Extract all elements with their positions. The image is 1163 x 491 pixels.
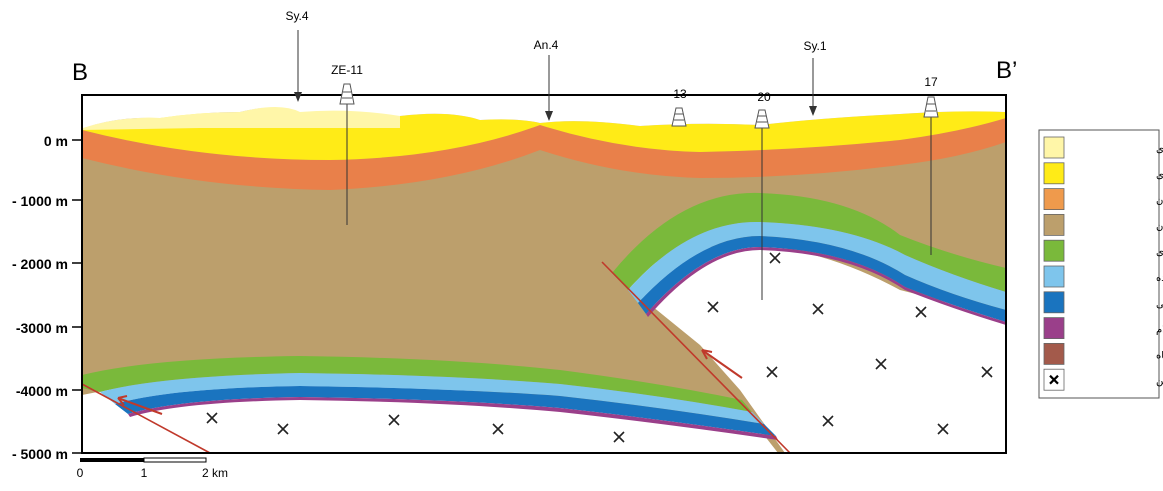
scale-bar: 0 1 2 km <box>77 457 228 480</box>
cross-icon <box>277 423 289 435</box>
legend-label: سازند میشان <box>1156 196 1163 207</box>
legend-swatch <box>1043 188 1065 211</box>
sky-mask <box>83 96 1005 128</box>
legend-label: سازند گورپی <box>1156 298 1163 310</box>
marker-label-sy4: Sy.4 <box>285 9 308 23</box>
legend-swatch <box>1043 213 1065 236</box>
legend-swatch <box>1043 136 1065 159</box>
section-end-right: B’ <box>996 57 1017 84</box>
legend-swatch <box>1043 239 1065 262</box>
well-label-13: 13 <box>673 87 687 101</box>
cross-icon <box>613 431 625 443</box>
right-asmari <box>612 192 1006 292</box>
depth-axis <box>72 139 82 454</box>
legend-swatch <box>1043 317 1065 340</box>
cross-icon <box>769 252 781 264</box>
depth-label-3000: -3000 m <box>16 320 68 336</box>
depth-label-0: 0 m <box>44 133 68 149</box>
marker-label-sy1: Sy.1 <box>803 39 826 53</box>
cross-icon <box>1049 374 1059 385</box>
cross-icon <box>812 303 824 315</box>
fault-arrow-left <box>117 395 163 415</box>
legend-label: سازند آغاجاری <box>1156 168 1163 181</box>
left-asmari <box>82 356 752 412</box>
marker-sy4: Sy.4 <box>285 9 309 102</box>
left-ilam <box>128 397 778 440</box>
right-gurpi <box>638 236 1006 322</box>
well-label-20: 20 <box>757 90 771 104</box>
legend-swatch <box>1043 162 1065 185</box>
cross-icon <box>822 415 834 427</box>
left-gurpi <box>115 386 776 436</box>
main-fault <box>601 261 791 454</box>
left-fault <box>81 383 211 454</box>
cross-icon <box>206 412 218 424</box>
right-pabdeh <box>628 221 1006 310</box>
basement-right-block <box>620 244 1006 453</box>
depth-label-2000: - 2000 m <box>12 256 68 272</box>
section-end-left: B <box>72 59 88 86</box>
legend: کنگلومرای بختیاری سازند آغاجاری سازند میشا… <box>1038 129 1163 399</box>
well-13: 13 <box>671 87 687 127</box>
cross-icon <box>707 301 719 313</box>
marker-sy1: Sy.1 <box>803 39 827 116</box>
scale-tick-0: 0 <box>77 466 84 480</box>
legend-label: سازند آسماری <box>1156 245 1163 258</box>
well-17: 17 <box>923 75 939 255</box>
marker-an4: An.4 <box>534 38 559 121</box>
legend-swatch <box>1043 265 1065 288</box>
legend-label: سازند گچساران <box>1156 220 1163 232</box>
legend-swatch <box>1043 342 1065 365</box>
cretaceous-crosses <box>206 252 993 443</box>
legend-swatch <box>1043 291 1065 314</box>
cross-icon <box>937 423 949 435</box>
left-pabdeh <box>100 373 764 424</box>
scale-tick-1: 1 <box>141 466 148 480</box>
cross-icon <box>766 366 778 378</box>
mishan-band <box>82 118 1006 190</box>
depth-label-1000: - 1000 m <box>12 193 68 209</box>
legend-label: رسوبات کرتاسه زیرین <box>1156 376 1163 387</box>
cross-icon <box>915 306 927 318</box>
well-ze11: ZE-11 <box>331 63 363 225</box>
scale-tick-2: 2 km <box>202 466 228 480</box>
depth-label-5000: - 5000 m <box>12 446 68 462</box>
depth-label-4000: -4000 m <box>16 383 68 399</box>
cross-icon <box>981 366 993 378</box>
marker-label-an4: An.4 <box>534 38 559 52</box>
cross-icon <box>875 358 887 370</box>
cross-icon <box>388 414 400 426</box>
section-frame <box>81 94 1007 454</box>
well-20: 20 <box>754 90 771 300</box>
legend-label: سازند سورگاه <box>1156 349 1163 361</box>
legend-label: سازند پابده <box>1156 273 1163 284</box>
well-label-ze11: ZE-11 <box>331 63 363 77</box>
fault-arrow-right <box>701 349 743 379</box>
cross-icon <box>492 423 504 435</box>
legend-label: کنگلومرای بختیاری <box>1156 143 1163 155</box>
legend-label: سازند ایلام <box>1156 325 1163 336</box>
well-label-17: 17 <box>924 75 938 89</box>
